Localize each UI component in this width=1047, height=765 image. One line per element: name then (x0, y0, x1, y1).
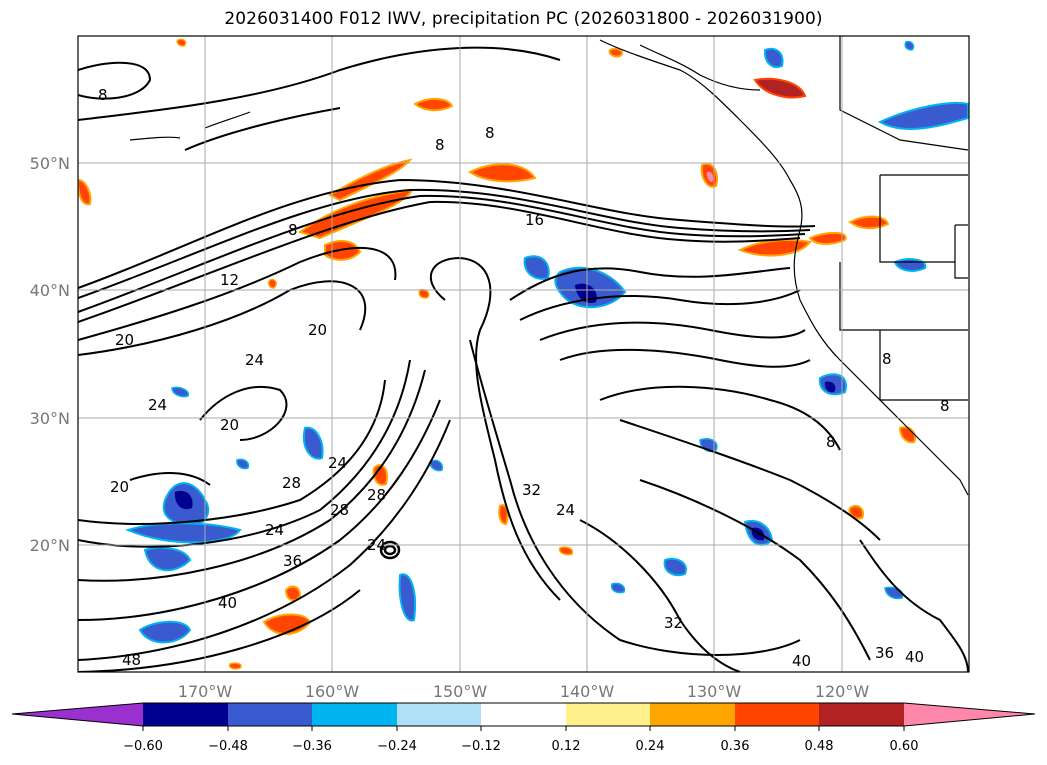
contour-label: 12 (220, 271, 239, 289)
lon-label-140w: 140°W (560, 682, 615, 701)
contour-labels: 8 8 8 8 12 16 20 20 20 20 24 24 24 24 24… (98, 86, 950, 670)
contour-label: 8 (288, 221, 298, 239)
lon-label-120w: 120°W (815, 682, 870, 701)
colorbar-segment (481, 703, 566, 726)
plot-frame (77, 35, 970, 673)
contour-label: 8 (882, 350, 892, 368)
contour-label: 16 (525, 211, 544, 229)
lat-label-40n: 40°N (30, 281, 70, 300)
colorbar-label: 0.24 (636, 739, 665, 754)
contour-label: 24 (328, 454, 347, 472)
colorbar-segment (566, 703, 650, 726)
contour-label: 24 (367, 536, 386, 554)
colorbar-label: −0.36 (292, 739, 332, 754)
iwv-closed-contour (379, 540, 401, 560)
lat-label-50n: 50°N (30, 154, 70, 173)
colorbar-label: −0.60 (123, 739, 163, 754)
colorbar-segment (735, 703, 819, 726)
contour-label: 8 (940, 397, 950, 415)
contour-label: 20 (308, 321, 327, 339)
contour-label: 24 (265, 521, 284, 539)
colorbar-segment (819, 703, 904, 726)
colorbar-label: 0.48 (805, 739, 834, 754)
colorbar-label: −0.48 (208, 739, 248, 754)
contour-label: 40 (792, 652, 811, 670)
lat-label-30n: 30°N (30, 409, 70, 428)
lon-label-150w: 150°W (433, 682, 488, 701)
colorbar-segment (143, 703, 228, 726)
lon-label-170w: 170°W (178, 682, 233, 701)
contour-label: 8 (98, 86, 108, 104)
contour-label: 20 (220, 416, 239, 434)
contour-label: 40 (905, 648, 924, 666)
colorbar-extend-min (12, 703, 143, 726)
colorbar-extend-max (904, 703, 1035, 726)
contour-label: 24 (245, 351, 264, 369)
contour-label: 24 (148, 396, 167, 414)
contour-label: 48 (122, 651, 141, 669)
colorbar-segment (397, 703, 481, 726)
contour-label: 36 (283, 552, 302, 570)
colorbar-segment (312, 703, 397, 726)
contour-label: 8 (826, 433, 836, 451)
longitude-labels: 170°W 160°W 150°W 140°W 130°W 120°W (178, 682, 870, 701)
colorbar-label: 0.60 (890, 739, 919, 754)
map-title: 2026031400 F012 IWV, precipitation PC (2… (224, 9, 823, 29)
colorbar-label: −0.24 (377, 739, 417, 754)
gridlines (78, 36, 969, 672)
lat-label-20n: 20°N (30, 536, 70, 555)
iwv-contours (78, 46, 969, 672)
contour-label: 8 (485, 124, 495, 142)
contour-label: 36 (875, 644, 894, 662)
contour-label: 28 (330, 501, 349, 519)
contour-label: 32 (664, 614, 683, 632)
contour-label: 24 (556, 501, 575, 519)
contour-label: 32 (522, 481, 541, 499)
contour-label: 20 (115, 331, 134, 349)
colorbar-label: 0.12 (552, 739, 581, 754)
colorbar-label: −0.12 (461, 739, 501, 754)
contour-label: 8 (435, 136, 445, 154)
latitude-labels: 50°N 40°N 30°N 20°N (30, 154, 70, 555)
lon-label-130w: 130°W (687, 682, 742, 701)
contour-label: 28 (282, 474, 301, 492)
colorbar-label: 0.36 (721, 739, 750, 754)
contour-label: 40 (218, 594, 237, 612)
colorbar-labels: −0.60 −0.48 −0.36 −0.24 −0.12 0.12 0.24 … (123, 739, 918, 754)
coastlines (129, 36, 969, 496)
colorbar-ticks (142, 726, 905, 731)
contour-label: 20 (110, 478, 129, 496)
plot-area (78, 36, 969, 672)
lon-label-160w: 160°W (305, 682, 360, 701)
colorbar-segment (650, 703, 735, 726)
colorbar (11, 702, 1036, 727)
colorbar-segment (228, 703, 312, 726)
contour-label: 28 (367, 486, 386, 504)
